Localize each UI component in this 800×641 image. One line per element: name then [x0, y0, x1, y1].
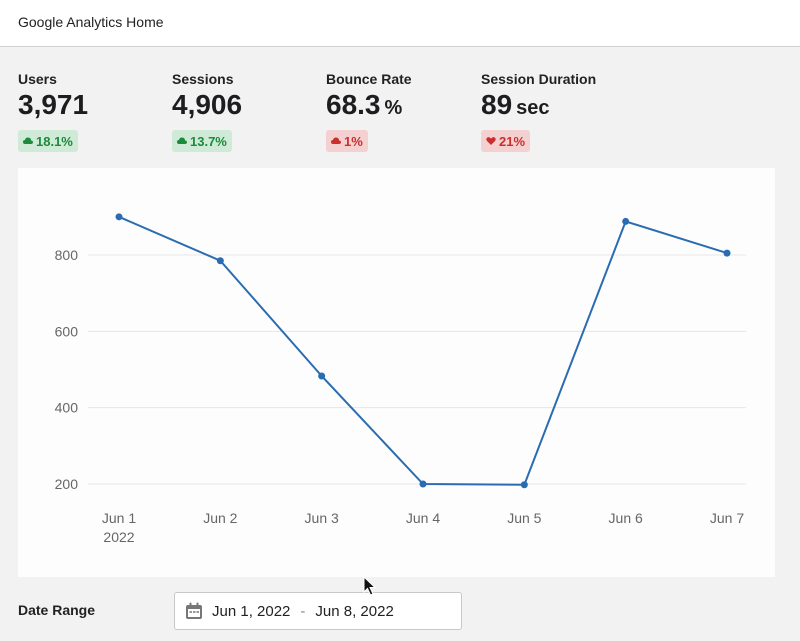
metric-value: 4,906: [172, 89, 242, 126]
metric-unit: sec: [516, 97, 550, 119]
calendar-icon: [186, 602, 202, 619]
metric-number: 89: [481, 89, 513, 120]
change-text: 1%: [344, 133, 363, 149]
heart-down-icon: [486, 137, 496, 145]
date-start[interactable]: Jun 1, 2022: [212, 602, 291, 620]
metric-session-duration: Session Duration 89 sec 21%: [481, 71, 596, 152]
date-end[interactable]: Jun 8, 2022: [315, 602, 394, 620]
date-range-label: Date Range: [18, 602, 96, 618]
y-tick-label: 200: [55, 476, 79, 492]
mouse-cursor-icon: [363, 576, 377, 596]
y-tick-label: 800: [55, 247, 79, 263]
data-point: [318, 372, 326, 380]
metric-number: 4,906: [172, 89, 243, 120]
metric-unit: %: [384, 97, 403, 119]
metric-label: Sessions: [172, 71, 234, 87]
x-tick-label: Jun 5: [507, 510, 541, 526]
chart-svg: 200 400 600 800 Jun 1 Jun 2 Jun 3 Jun 4 Jun 5 Jun…: [55, 213, 746, 545]
data-point: [115, 213, 123, 221]
top-bar: Google Analytics Home: [0, 0, 800, 47]
change-badge: 18.1%: [18, 130, 78, 152]
cloud-up-icon: [23, 137, 33, 144]
data-point: [622, 217, 630, 225]
date-separator: -: [300, 602, 306, 620]
x-tick-label: Jun 4: [406, 510, 440, 526]
metric-sessions: Sessions 4,906 13.7%: [172, 71, 242, 152]
x-tick-sublabel: 2022: [103, 529, 134, 545]
data-point: [216, 257, 224, 265]
change-badge: 13.7%: [172, 130, 232, 152]
metric-value: 3,971: [18, 89, 88, 126]
change-text: 18.1%: [36, 133, 73, 149]
x-tick-label: Jun 1: [102, 510, 136, 526]
x-tick-label: Jun 3: [305, 510, 339, 526]
change-text: 13.7%: [190, 133, 227, 149]
sessions-line-chart: 200 400 600 800 Jun 1 Jun 2 Jun 3 Jun 4 Jun 5 Jun…: [18, 168, 775, 577]
cloud-up-icon: [177, 137, 187, 144]
metric-label: Users: [18, 71, 57, 87]
x-tick-label: Jun 2: [203, 510, 237, 526]
metric-bounce-rate: Bounce Rate 68.3% 1%: [326, 71, 412, 152]
metric-number: 3,971: [18, 89, 89, 120]
metric-value: 89 sec: [481, 89, 596, 126]
metric-value: 68.3%: [326, 89, 412, 126]
metric-label: Session Duration: [481, 71, 597, 87]
metric-users: Users 3,971 18.1%: [18, 71, 88, 152]
metric-label: Bounce Rate: [326, 71, 412, 87]
change-badge: 1%: [326, 130, 368, 152]
date-range-picker[interactable]: Jun 1, 2022 - Jun 8, 2022: [174, 592, 462, 630]
x-tick-label: Jun 6: [609, 510, 643, 526]
cloud-down-icon: [331, 137, 341, 144]
data-point: [520, 481, 528, 489]
data-point: [419, 480, 427, 488]
change-text: 21%: [499, 133, 526, 149]
x-tick-label: Jun 7: [710, 510, 744, 526]
series-line: [118, 215, 728, 486]
data-point: [723, 249, 731, 257]
change-badge: 21%: [481, 130, 531, 152]
metric-number: 68.3: [326, 89, 381, 120]
y-tick-label: 400: [55, 400, 79, 416]
page-title: Google Analytics Home: [18, 14, 164, 30]
y-tick-label: 600: [55, 323, 79, 339]
